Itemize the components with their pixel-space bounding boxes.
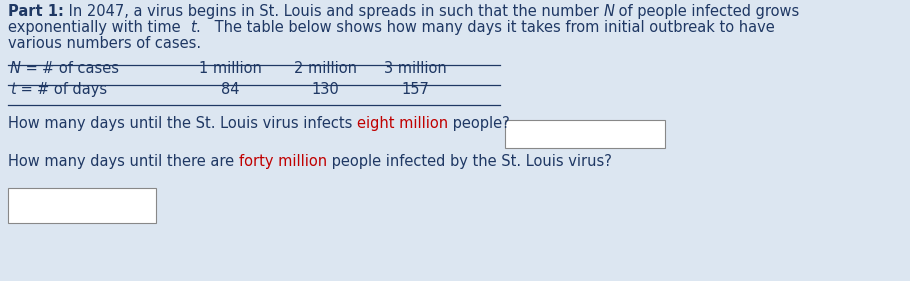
Text: 157: 157 [401,82,429,97]
Text: 3 million: 3 million [384,61,447,76]
Text: In 2047, a virus begins in St. Louis and spreads in such that the number: In 2047, a virus begins in St. Louis and… [64,4,603,19]
Text: .   The table below shows how many days it takes from initial outbreak to have: . The table below shows how many days it… [196,20,774,35]
Text: 1 million: 1 million [198,61,261,76]
FancyBboxPatch shape [8,188,156,223]
Text: How many days until there are: How many days until there are [8,154,238,169]
FancyBboxPatch shape [505,120,665,148]
Text: # of days: # of days [37,82,107,97]
Text: # of cases: # of cases [43,61,119,76]
Text: people infected by the St. Louis virus?: people infected by the St. Louis virus? [327,154,612,169]
Text: t: t [10,82,15,97]
Text: of people infected grows: of people infected grows [614,4,800,19]
Text: =: = [15,82,37,97]
Text: t: t [190,20,196,35]
Text: various numbers of cases.: various numbers of cases. [8,36,201,51]
Text: N: N [10,61,21,76]
Text: N: N [603,4,614,19]
Text: How many days until the St. Louis virus infects: How many days until the St. Louis virus … [8,116,357,131]
Text: 2 million: 2 million [294,61,357,76]
Text: forty million: forty million [238,154,327,169]
Text: eight million: eight million [357,116,448,131]
Text: people?: people? [448,116,510,131]
Text: 130: 130 [311,82,339,97]
Text: 84: 84 [221,82,239,97]
Text: =: = [21,61,43,76]
Text: Part 1:: Part 1: [8,4,64,19]
Text: exponentially with time: exponentially with time [8,20,190,35]
